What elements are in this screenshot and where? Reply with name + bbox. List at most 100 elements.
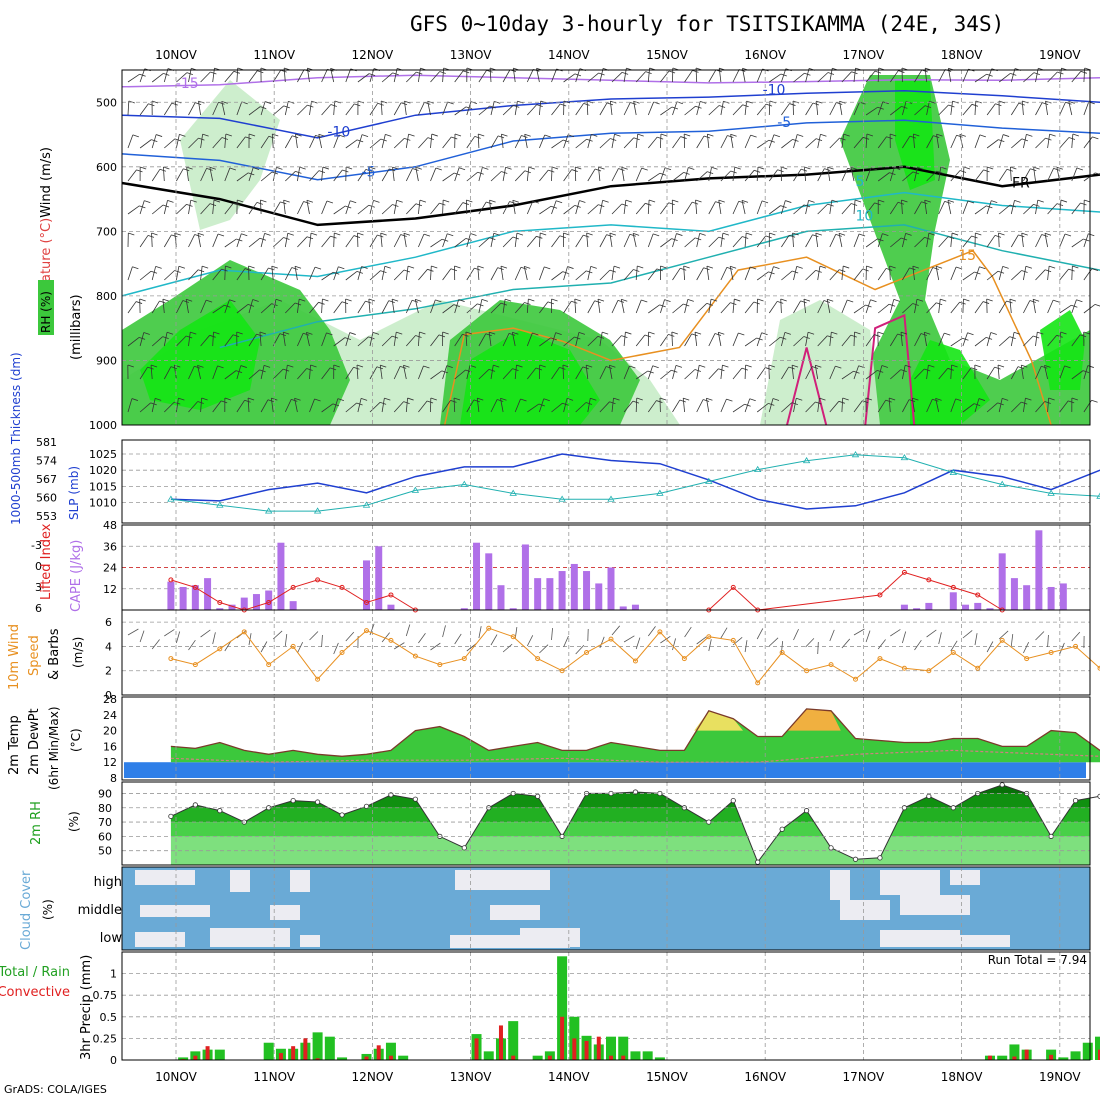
wind-barb bbox=[717, 332, 722, 347]
wind-barb bbox=[598, 166, 605, 170]
wind-barb bbox=[563, 169, 573, 182]
wind-barb bbox=[696, 233, 701, 248]
wind-barb bbox=[1080, 202, 1087, 206]
wind-barb bbox=[839, 269, 846, 273]
wind-barb bbox=[505, 166, 512, 170]
wind-barb bbox=[384, 397, 391, 401]
wind-barb bbox=[418, 137, 429, 149]
cloud-frame bbox=[121, 866, 1091, 951]
wind-barb bbox=[621, 166, 628, 170]
wind-barb bbox=[345, 271, 358, 281]
precip-total-bar bbox=[312, 1032, 323, 1060]
wind-barb bbox=[890, 369, 902, 380]
wind-barb bbox=[853, 268, 863, 281]
wind-barb bbox=[962, 367, 972, 380]
wind-barb bbox=[900, 332, 903, 347]
wind-barb bbox=[272, 237, 284, 248]
wind-barb bbox=[609, 364, 616, 368]
wind-barb bbox=[732, 201, 740, 215]
wind-barb bbox=[1025, 265, 1033, 269]
wind-barb bbox=[551, 235, 561, 248]
wind-barb bbox=[418, 400, 428, 413]
wind-barb bbox=[176, 134, 180, 149]
wind-barb bbox=[543, 398, 550, 402]
wind-speed-point bbox=[364, 628, 369, 634]
wind-barb bbox=[400, 234, 407, 237]
wind-barb bbox=[730, 302, 737, 306]
wind-barb bbox=[660, 133, 668, 137]
thickness-line bbox=[170, 454, 1100, 512]
wind-barb bbox=[248, 265, 255, 269]
wind-barb bbox=[465, 331, 473, 335]
wind-barb bbox=[431, 133, 438, 137]
wind-barb bbox=[632, 400, 640, 404]
wind-barb bbox=[356, 365, 359, 380]
rh-point bbox=[877, 855, 883, 861]
wind-barb bbox=[139, 139, 152, 149]
wind-barb bbox=[442, 172, 455, 182]
precip-convective-bar bbox=[1024, 1049, 1029, 1060]
wind-barb bbox=[773, 266, 780, 270]
wind-tick-label: 4 bbox=[105, 640, 112, 653]
wind-speed-point bbox=[999, 637, 1005, 643]
wind-barb bbox=[322, 298, 329, 302]
thickness-point bbox=[1047, 489, 1055, 496]
wind-barb bbox=[551, 166, 559, 170]
temp-tick-label: 16 bbox=[103, 740, 117, 753]
wind-barb bbox=[476, 398, 480, 413]
wind-barb bbox=[720, 170, 731, 182]
wind-barb bbox=[675, 365, 683, 368]
wind-barb bbox=[781, 402, 793, 413]
wind-barb bbox=[682, 398, 685, 413]
wind-barb bbox=[539, 169, 549, 182]
wind-barb bbox=[812, 102, 819, 106]
precip-convective-bar bbox=[584, 1040, 589, 1060]
wind-barb bbox=[599, 332, 603, 347]
wind-barb bbox=[1064, 233, 1072, 237]
wind-barb bbox=[454, 265, 461, 269]
wind-barb bbox=[660, 369, 672, 380]
wind-barb bbox=[438, 334, 446, 338]
wind-barb bbox=[404, 100, 411, 104]
wind-barb bbox=[660, 635, 671, 644]
precip-tick-label: 0 bbox=[110, 1054, 117, 1067]
wind-barb bbox=[792, 233, 794, 248]
wind-barb bbox=[679, 399, 686, 403]
thickness-point bbox=[1096, 492, 1100, 499]
date-tick-label-bottom: 16NOV bbox=[744, 1070, 786, 1084]
wind-barb bbox=[1035, 631, 1045, 641]
wind-barb bbox=[188, 68, 192, 83]
wind-barb bbox=[936, 133, 943, 137]
wind-barb bbox=[621, 298, 628, 302]
rh-legend-swatch bbox=[38, 280, 54, 335]
wind-barb bbox=[933, 135, 940, 139]
wind-barb bbox=[805, 234, 813, 248]
wind-barb bbox=[182, 300, 189, 303]
wind-barb bbox=[959, 170, 967, 173]
wind-barb bbox=[148, 103, 155, 107]
thickness-axis-label: 1000-500mb Thickness (dm) bbox=[9, 352, 23, 525]
isotherm-label: -5 bbox=[777, 115, 791, 131]
wind-barb bbox=[688, 167, 695, 170]
wind-barb bbox=[623, 102, 631, 116]
wind-barb bbox=[526, 200, 534, 215]
wind-barb bbox=[357, 204, 370, 215]
wind-barb bbox=[938, 167, 942, 182]
wind-barb bbox=[768, 266, 774, 281]
wind-barb bbox=[695, 200, 698, 215]
wind-barb bbox=[805, 638, 815, 648]
wind-barb bbox=[793, 204, 805, 215]
wind-barb bbox=[914, 167, 918, 182]
wind-barb bbox=[284, 101, 289, 116]
wind-barb bbox=[994, 235, 1002, 238]
wind-barb bbox=[629, 233, 636, 237]
wind-barb bbox=[391, 335, 399, 339]
wind-barb bbox=[647, 365, 654, 380]
wind-barb bbox=[680, 136, 687, 139]
wind-barb bbox=[244, 399, 251, 403]
wind-barb bbox=[870, 167, 878, 171]
wind-speed-point bbox=[241, 629, 247, 635]
wind-barb bbox=[279, 333, 286, 337]
wind-barb bbox=[1023, 72, 1035, 83]
wind-barb bbox=[345, 631, 355, 642]
